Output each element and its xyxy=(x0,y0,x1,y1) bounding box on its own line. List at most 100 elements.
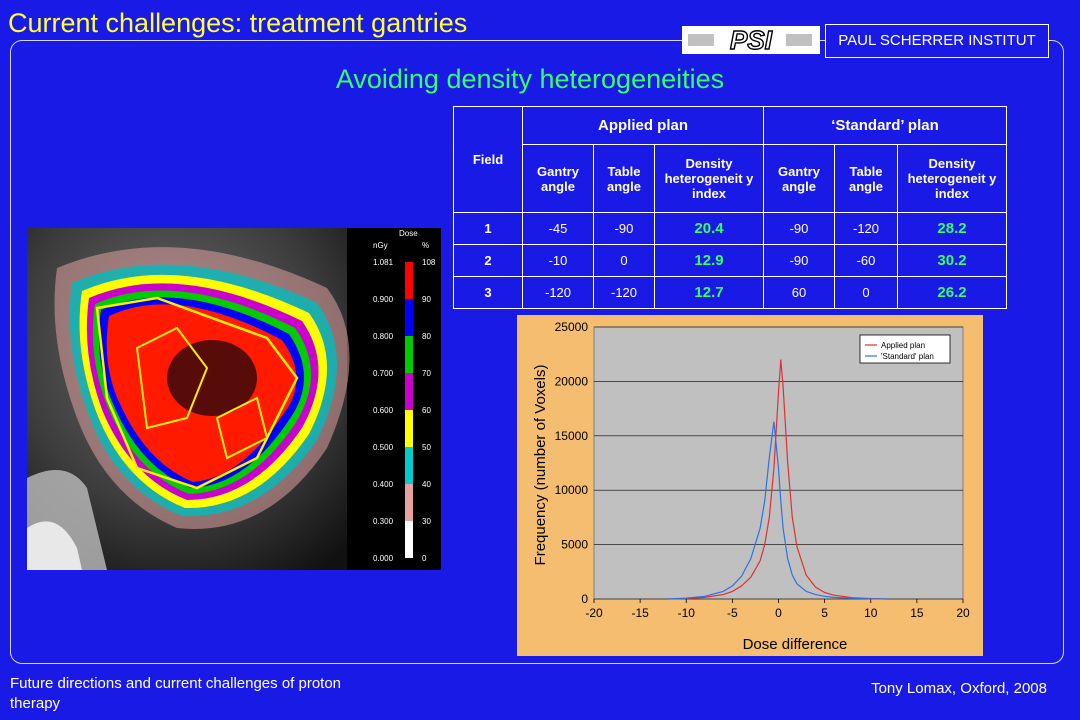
dose-distribution-image: Dose nGy % 1.081 108 0.900 90 0.800 80 0.700 70… xyxy=(27,228,441,570)
table-cell: -90 xyxy=(593,212,655,245)
dose-legend: 1.081 108 0.900 90 0.800 80 0.700 70 0.600 60 0.50… xyxy=(373,258,436,563)
table-row: 3 -120 -120 12.7 60 0 26.2 xyxy=(453,276,1007,309)
grid-lines xyxy=(593,326,964,603)
field-cell: 3 xyxy=(453,276,523,309)
chart-legend: Applied plan 'Standard' plan xyxy=(859,334,951,364)
sub-header: Table angle xyxy=(834,144,898,213)
x-tick-label: -5 xyxy=(727,606,738,620)
table-cell: -90 xyxy=(763,244,835,277)
field-cell: 2 xyxy=(453,244,523,277)
dhi-cell: 30.2 xyxy=(897,244,1007,277)
standard-plan-header: ‘Standard’ plan xyxy=(763,106,1007,145)
footer-author: Tony Lomax, Oxford, 2008 xyxy=(871,680,1047,697)
x-tick-label: 0 xyxy=(775,606,782,620)
table-row: 2 -10 0 12.9 -90 -60 30.2 xyxy=(453,244,1007,277)
isodose-bands xyxy=(54,247,350,529)
dose-level-swatch xyxy=(405,373,413,410)
x-tick-label: 15 xyxy=(910,606,924,620)
series-lines xyxy=(667,359,890,600)
series-line-applied xyxy=(667,359,890,600)
sub-header: Gantry angle xyxy=(522,144,594,213)
table-row: 1 -45 -90 20.4 -90 -120 28.2 xyxy=(453,212,1007,245)
dose-unit-right: % xyxy=(422,241,429,250)
applied-plan-header: Applied plan xyxy=(522,106,764,145)
dose-level-gy: 0.700 xyxy=(373,369,394,378)
dose-level-gy: 0.500 xyxy=(373,443,394,452)
dose-level-swatch xyxy=(405,336,413,373)
table-cell: 60 xyxy=(763,276,835,309)
x-tick-label: -10 xyxy=(678,606,696,620)
dose-level-pct: 40 xyxy=(422,480,431,489)
x-tick-label: 20 xyxy=(956,606,970,620)
dose-level-gy: 0.600 xyxy=(373,406,394,415)
dose-level-swatch xyxy=(405,410,413,447)
dose-level-swatch xyxy=(405,299,413,336)
dose-level-pct: 80 xyxy=(422,332,431,341)
y-tick-label: 5000 xyxy=(561,538,588,552)
dose-unit-left: nGy xyxy=(373,241,388,250)
series-line-standard xyxy=(667,421,890,600)
comparison-table: Field Applied plan ‘Standard’ plan Gantr… xyxy=(453,106,1007,309)
slide-title: Current challenges: treatment gantries xyxy=(8,8,468,38)
table-cell: -45 xyxy=(522,212,594,245)
dose-level-pct: 50 xyxy=(422,443,431,452)
dhi-cell: 12.7 xyxy=(654,276,764,309)
y-tick-label: 20000 xyxy=(555,374,589,388)
table-cell: -120 xyxy=(593,276,655,309)
dose-level-swatch xyxy=(405,262,413,299)
x-tick-label: -20 xyxy=(585,606,603,620)
y-tick-label: 10000 xyxy=(555,483,589,497)
footer-subtitle: Future directions and current challenges… xyxy=(10,675,342,712)
dose-level-gy: 0.800 xyxy=(373,332,394,341)
dose-difference-chart: 0 5000 10000 15000 20000 25000 -20 -15 -10 -5 0 5 1… xyxy=(517,315,983,656)
y-tick-labels: 0 5000 10000 15000 20000 25000 xyxy=(555,320,589,606)
table-cell: 0 xyxy=(834,276,898,309)
dose-legend-title: Dose xyxy=(399,229,418,238)
dose-level-pct: 30 xyxy=(422,517,431,526)
dose-level-pct: 108 xyxy=(422,258,436,267)
dose-level-gy: 0.900 xyxy=(373,295,394,304)
dose-level-swatch xyxy=(405,484,413,521)
table-cell: -120 xyxy=(834,212,898,245)
field-cell: 1 xyxy=(453,212,523,245)
sub-header: Gantry angle xyxy=(763,144,835,213)
sub-header: Density heterogeneit y index xyxy=(654,144,764,213)
dhi-cell: 12.9 xyxy=(654,244,764,277)
slide-subtitle: Avoiding density heterogeneities xyxy=(335,64,725,94)
x-tick-label: -15 xyxy=(631,606,649,620)
dose-level-swatch xyxy=(405,521,413,558)
field-header: Field xyxy=(453,106,523,213)
dose-level-pct: 60 xyxy=(422,406,431,415)
x-axis-label: Dose difference xyxy=(743,636,848,653)
dose-level-swatch xyxy=(405,447,413,484)
table-cell: -60 xyxy=(834,244,898,277)
dose-level-pct: 90 xyxy=(422,295,431,304)
y-tick-label: 0 xyxy=(581,592,588,606)
sub-header: Density heterogeneit y index xyxy=(897,144,1007,213)
table-cell: -120 xyxy=(522,276,594,309)
dose-level-gy: 0.300 xyxy=(373,517,394,526)
logo-text: PSI xyxy=(730,26,773,54)
legend-applied: Applied plan xyxy=(881,341,925,350)
dhi-cell: 20.4 xyxy=(654,212,764,245)
dhi-cell: 28.2 xyxy=(897,212,1007,245)
x-tick-label: 10 xyxy=(864,606,878,620)
dose-level-gy: 0.000 xyxy=(373,554,394,563)
legend-standard: 'Standard' plan xyxy=(881,352,934,361)
table-cell: -10 xyxy=(522,244,594,277)
x-tick-labels: -20 -15 -10 -5 0 5 10 15 20 xyxy=(585,606,970,620)
table-cell: 0 xyxy=(593,244,655,277)
y-tick-label: 25000 xyxy=(555,320,589,334)
institute-label: PAUL SCHERRER INSTITUT xyxy=(825,24,1049,58)
dose-level-pct: 70 xyxy=(422,369,431,378)
content-frame xyxy=(10,40,1064,664)
x-tick-label: 5 xyxy=(821,606,828,620)
table-cell: -90 xyxy=(763,212,835,245)
dose-level-gy: 0.400 xyxy=(373,480,394,489)
dhi-cell: 26.2 xyxy=(897,276,1007,309)
dose-level-pct: 0 xyxy=(422,554,427,563)
y-axis-label: Frequency (number of Voxels) xyxy=(532,365,549,566)
sub-header: Table angle xyxy=(593,144,655,213)
psi-logo: PSI xyxy=(682,26,820,54)
dose-level-gy: 1.081 xyxy=(373,258,394,267)
